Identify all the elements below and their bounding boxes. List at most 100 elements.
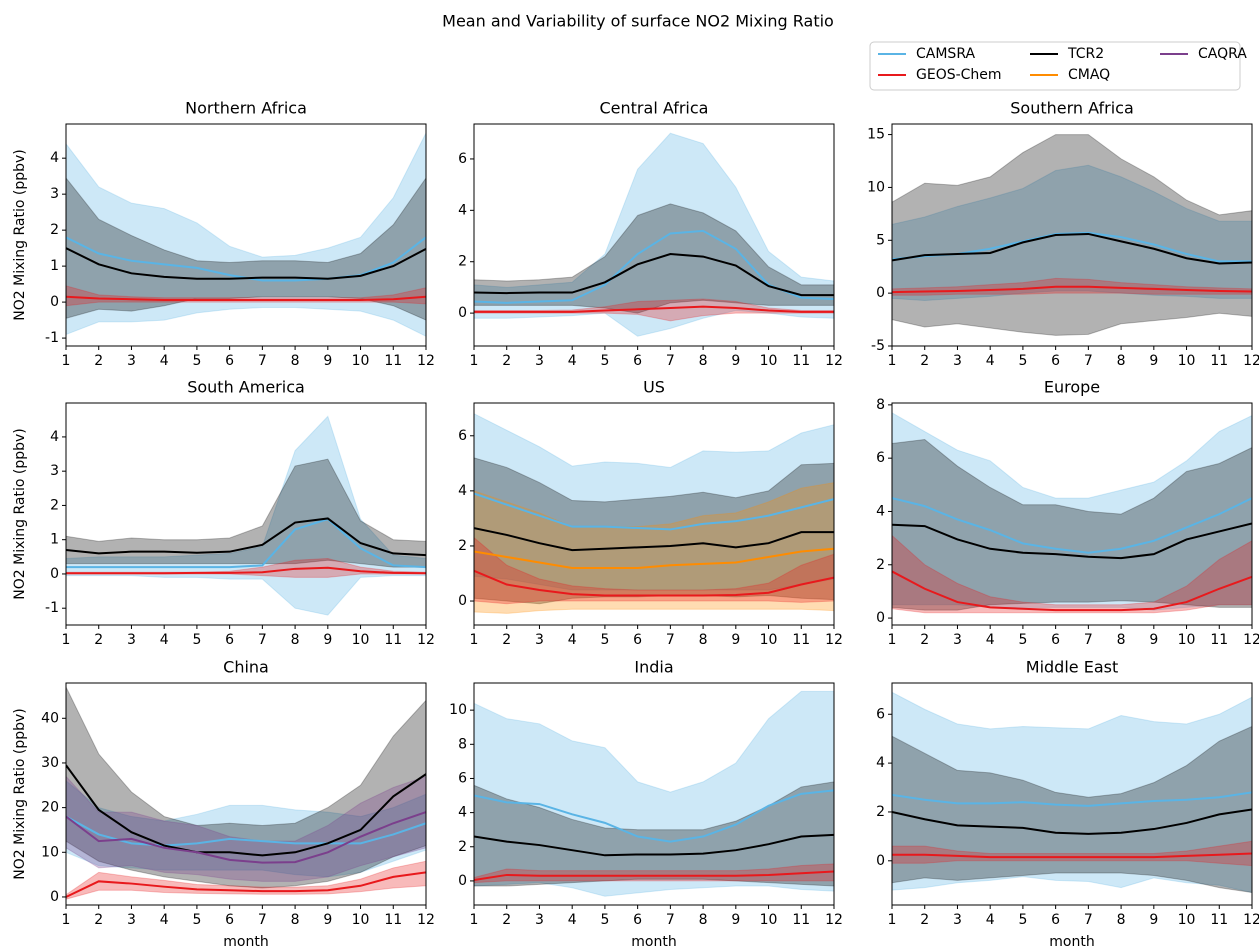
band	[892, 840, 1252, 867]
series-line	[474, 492, 834, 531]
panel-title: India	[634, 658, 673, 677]
y-axis-label: NO2 Mixing Ratio (ppbv)	[12, 428, 28, 599]
x-tick-label: 8	[1117, 912, 1126, 928]
y-tick-label: -5	[871, 338, 885, 354]
x-tick-label: 9	[323, 632, 332, 648]
plot-area	[66, 686, 426, 900]
y-tick-label: 0	[458, 873, 467, 889]
y-tick-label: 6	[458, 428, 467, 444]
x-tick-label: 3	[127, 912, 136, 928]
series-line	[892, 232, 1252, 265]
x-tick-label: 12	[1243, 353, 1259, 369]
axes-frame	[473, 123, 835, 347]
y-tick-label: 2	[458, 839, 467, 855]
panel-title: South America	[187, 378, 305, 397]
x-tick-label: 4	[160, 912, 169, 928]
x-tick-label: 1	[888, 912, 897, 928]
plot-area	[66, 132, 426, 337]
y-tick-label: 10	[41, 844, 59, 860]
x-tick-label: 1	[888, 632, 897, 648]
x-tick-label: 10	[1178, 353, 1196, 369]
series-line	[474, 547, 834, 569]
y-tick-label: 0	[50, 294, 59, 310]
band	[474, 863, 834, 884]
x-tick-label: 7	[1084, 632, 1093, 648]
x-tick-label: 12	[417, 353, 435, 369]
band	[66, 775, 426, 882]
plot-area	[66, 415, 426, 616]
y-tick-label: 4	[50, 150, 59, 166]
series-line	[66, 566, 426, 575]
axes-frame	[473, 682, 835, 906]
series-line	[892, 808, 1252, 835]
x-tick-label: 8	[1117, 353, 1126, 369]
x-tick-label: 10	[1178, 632, 1196, 648]
x-tick-label: 4	[160, 353, 169, 369]
y-tick-label: 4	[458, 805, 467, 821]
x-tick-label: 6	[225, 912, 234, 928]
x-tick-label: 6	[1051, 632, 1060, 648]
x-tick-label: 4	[986, 912, 995, 928]
x-tick-label: 10	[352, 632, 370, 648]
series-line	[474, 833, 834, 857]
x-tick-label: 10	[1178, 912, 1196, 928]
panel-title: US	[643, 378, 665, 397]
y-tick-label: 10	[867, 179, 885, 195]
legend-label: CAMSRA	[916, 46, 975, 62]
band	[474, 781, 834, 887]
y-tick-label: 4	[50, 429, 59, 445]
panel-title: Central Africa	[600, 99, 709, 118]
y-tick-label: 0	[876, 853, 885, 869]
series-line	[66, 815, 426, 847]
x-tick-label: 10	[760, 632, 778, 648]
x-tick-label: 5	[600, 912, 609, 928]
series-line	[66, 518, 426, 569]
x-tick-label: 3	[535, 912, 544, 928]
plot-area	[892, 412, 1252, 614]
x-tick-label: 3	[953, 632, 962, 648]
x-tick-label: 3	[953, 353, 962, 369]
x-tick-label: 2	[502, 912, 511, 928]
y-tick-label: 0	[876, 610, 885, 626]
x-tick-label: 10	[352, 353, 370, 369]
x-tick-label: 11	[1210, 912, 1228, 928]
x-tick-label: 4	[568, 912, 577, 928]
x-tick-label: 9	[1149, 353, 1158, 369]
y-tick-label: 3	[50, 186, 59, 202]
band	[474, 690, 834, 897]
x-tick-label: 1	[62, 353, 71, 369]
y-tick-label: 4	[458, 202, 467, 218]
x-tick-label: 11	[792, 632, 810, 648]
x-tick-label: 3	[127, 632, 136, 648]
x-tick-label: 7	[666, 353, 675, 369]
series-line	[474, 527, 834, 552]
x-tick-label: 2	[502, 632, 511, 648]
x-tick-label: 8	[291, 912, 300, 928]
x-tick-label: 5	[1018, 632, 1027, 648]
x-tick-label: 12	[825, 632, 843, 648]
y-tick-label: 30	[41, 755, 59, 771]
y-tick-label: 20	[41, 800, 59, 816]
band	[892, 691, 1252, 894]
series-line	[66, 811, 426, 864]
x-tick-label: 5	[1018, 912, 1027, 928]
x-tick-label: 11	[1210, 353, 1228, 369]
x-tick-label: 2	[502, 353, 511, 369]
x-tick-label: 12	[417, 632, 435, 648]
x-tick-label: 8	[291, 632, 300, 648]
x-tick-label: 8	[1117, 632, 1126, 648]
x-tick-label: 3	[953, 912, 962, 928]
x-tick-label: 12	[825, 912, 843, 928]
x-tick-label: 9	[731, 353, 740, 369]
x-tick-label: 6	[633, 353, 642, 369]
series-line	[66, 295, 426, 301]
x-tick-label: 12	[417, 912, 435, 928]
axes-frame	[473, 402, 835, 626]
band	[66, 415, 426, 616]
band	[892, 534, 1252, 614]
x-tick-label: 10	[760, 912, 778, 928]
x-tick-label: 9	[323, 912, 332, 928]
y-tick-label: 6	[458, 770, 467, 786]
y-tick-label: 2	[458, 254, 467, 270]
x-tick-label: 3	[535, 632, 544, 648]
